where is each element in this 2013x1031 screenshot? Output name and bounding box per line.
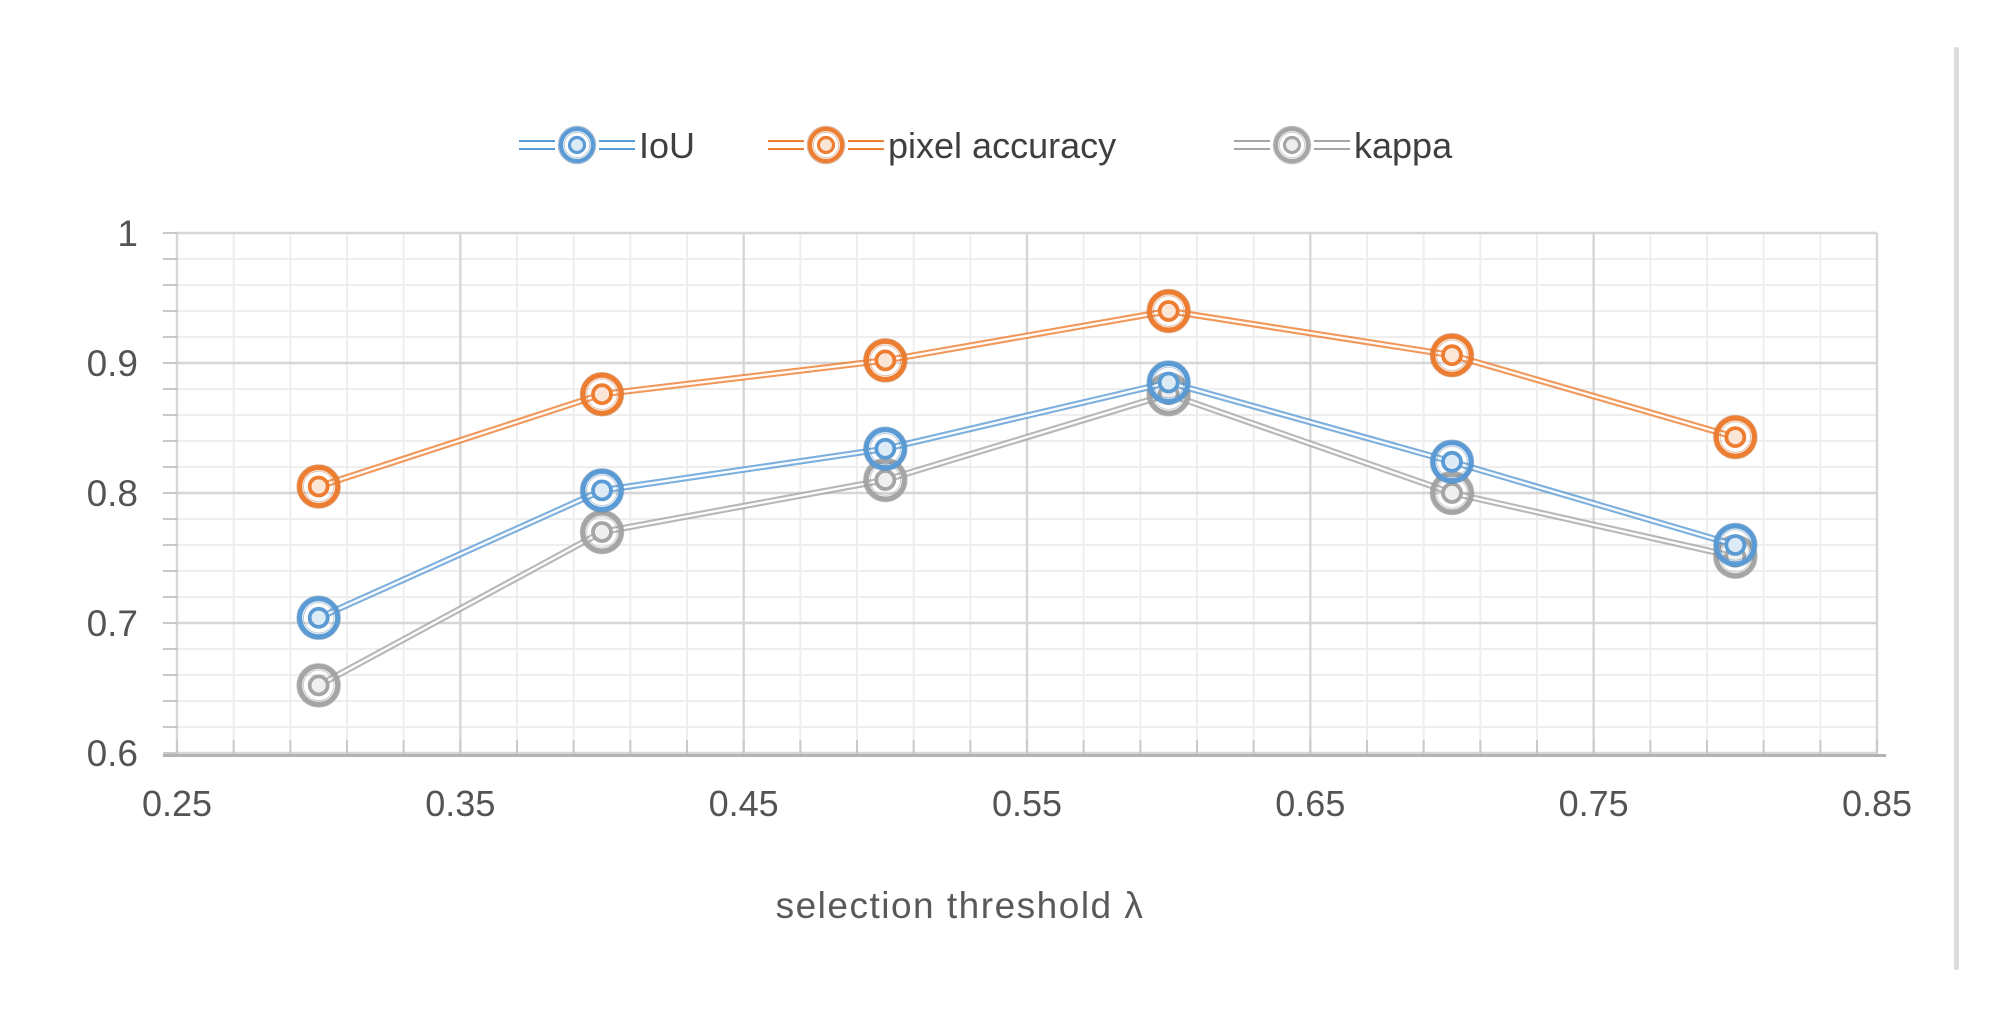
- x-tick-label: 0.55: [992, 783, 1062, 824]
- data-point-iou-0-inner-rim: [302, 601, 335, 634]
- legend-marker-pixel-accuracy-outer-ring: [807, 126, 845, 164]
- data-point-pixel-accuracy-2-outer-ring: [863, 338, 907, 382]
- data-point-pixel-accuracy-3-rim: [1146, 288, 1191, 334]
- data-point-iou-3-inner-ring: [1157, 371, 1180, 394]
- data-point-pixel-accuracy-5-inner-rim: [1719, 421, 1752, 453]
- legend-label-iou: IoU: [639, 125, 695, 166]
- data-point-pixel-accuracy-4-outer-ring: [1430, 333, 1474, 377]
- data-point-iou-5-inner-rim: [1719, 529, 1752, 561]
- data-point-pixel-accuracy-3-inner-rim: [1152, 295, 1185, 327]
- data-point-iou-4-inner-rim: [1436, 445, 1468, 478]
- data-point-iou-5-outer-ring: [1713, 523, 1757, 567]
- data-point-pixel-accuracy-2-rim: [863, 338, 908, 383]
- legend-label-kappa: kappa: [1354, 125, 1453, 166]
- data-point-pixel-accuracy-4-inner-ring: [1441, 344, 1463, 367]
- legend-marker-pixel-accuracy-inner-rim: [812, 131, 840, 159]
- legend-marker-pixel-accuracy-rim: [806, 125, 846, 165]
- data-point-kappa-0-outer-ring: [297, 663, 341, 707]
- data-point-pixel-accuracy-1-inner-rim: [586, 378, 618, 411]
- data-point-pixel-accuracy-1-inner-ring: [591, 383, 613, 406]
- y-tick-label: 0.7: [87, 603, 138, 644]
- legend-marker-kappa-outer-ring: [1273, 126, 1311, 164]
- y-tick-label: 0.8: [87, 473, 138, 514]
- x-axis-title: selection threshold λ: [776, 885, 1145, 926]
- legend-marker-kappa-inner-rim: [1278, 131, 1306, 159]
- x-tick-label: 0.75: [1559, 783, 1629, 824]
- data-point-kappa-4-inner-rim: [1436, 477, 1468, 509]
- data-point-iou-1-rim: [579, 468, 625, 513]
- data-point-pixel-accuracy-0-inner-rim: [302, 470, 335, 503]
- data-point-kappa-2-inner-ring: [874, 469, 897, 491]
- data-point-pixel-accuracy-5-rim: [1713, 414, 1758, 460]
- x-tick-label: 0.65: [1275, 783, 1345, 824]
- data-point-pixel-accuracy-1-rim: [579, 371, 625, 417]
- x-tick-label: 0.35: [425, 783, 495, 824]
- data-point-kappa-2-outer-ring: [863, 458, 907, 502]
- data-point-iou-0-outer-ring: [297, 596, 341, 640]
- series-line-center-kappa: [317, 393, 1737, 687]
- x-tick-label: 0.45: [709, 783, 779, 824]
- x-tick-label: 0.25: [142, 783, 212, 824]
- data-point-iou-3-outer-ring: [1147, 361, 1191, 404]
- data-point-iou-2-rim: [863, 426, 908, 472]
- window-edge-divider: [1954, 47, 1959, 970]
- data-point-iou-0-rim: [296, 595, 341, 641]
- data-point-pixel-accuracy-5-outer-ring: [1713, 415, 1757, 459]
- data-point-iou-4-rim: [1429, 439, 1475, 485]
- data-point-kappa-0-rim: [296, 663, 341, 708]
- data-point-pixel-accuracy-2-inner-rim: [869, 344, 902, 377]
- data-point-pixel-accuracy-0-rim: [296, 464, 341, 509]
- data-point-kappa-0-inner-rim: [302, 669, 335, 702]
- y-tick-label: 0.6: [87, 733, 138, 774]
- data-point-iou-0-inner-ring: [307, 606, 330, 629]
- data-point-pixel-accuracy-2-inner-ring: [874, 349, 897, 372]
- legend-marker-iou-inner-rim: [563, 131, 591, 159]
- data-point-iou-4-inner-ring: [1441, 450, 1463, 473]
- data-point-pixel-accuracy-0-inner-ring: [307, 475, 330, 498]
- data-point-pixel-accuracy-3-outer-ring: [1147, 289, 1191, 333]
- x-tick-label: 0.85: [1842, 783, 1912, 824]
- data-point-kappa-1-outer-ring: [580, 510, 624, 554]
- data-point-iou-5-rim: [1713, 522, 1758, 568]
- y-tick-label: 1: [117, 213, 138, 254]
- data-point-iou-2-outer-ring: [863, 427, 907, 471]
- data-point-iou-5-inner-ring: [1724, 534, 1747, 556]
- data-point-iou-1-outer-ring: [580, 468, 624, 512]
- data-point-pixel-accuracy-1-outer-ring: [580, 372, 624, 416]
- legend-marker-kappa-rim: [1272, 125, 1312, 165]
- legend-marker-kappa-inner-ring: [1282, 135, 1302, 155]
- data-point-kappa-1-inner-ring: [591, 521, 613, 543]
- data-point-kappa-0-inner-ring: [307, 674, 330, 697]
- legend-marker-pixel-accuracy-inner-ring: [816, 135, 836, 155]
- data-point-pixel-accuracy-4-inner-rim: [1436, 339, 1468, 372]
- series-line-center-iou: [317, 381, 1737, 619]
- data-point-kappa-1-inner-rim: [586, 516, 618, 548]
- y-tick-label: 0.9: [87, 343, 138, 384]
- legend-marker-iou-inner-ring: [567, 135, 587, 155]
- data-point-iou-3-inner-rim: [1152, 366, 1185, 399]
- data-point-iou-1-inner-ring: [591, 479, 613, 502]
- data-point-pixel-accuracy-4-rim: [1429, 332, 1475, 378]
- series-line-center-pixel-accuracy: [317, 309, 1737, 488]
- data-point-iou-3-rim: [1146, 360, 1191, 405]
- data-point-pixel-accuracy-5-inner-ring: [1724, 426, 1747, 449]
- legend-label-pixel-accuracy: pixel accuracy: [888, 125, 1116, 166]
- data-point-pixel-accuracy-3-inner-ring: [1157, 300, 1180, 322]
- legend-marker-iou-outer-ring: [558, 126, 596, 164]
- data-point-iou-2-inner-ring: [874, 437, 897, 460]
- data-point-iou-2-inner-rim: [869, 432, 902, 465]
- data-point-iou-4-outer-ring: [1430, 440, 1474, 484]
- data-point-kappa-2-inner-rim: [869, 464, 902, 496]
- data-point-pixel-accuracy-0-outer-ring: [297, 465, 341, 508]
- data-point-kappa-4-inner-ring: [1441, 482, 1463, 504]
- data-point-kappa-4-outer-ring: [1430, 471, 1474, 515]
- legend-marker-iou-rim: [557, 125, 597, 165]
- data-point-iou-1-inner-rim: [586, 474, 618, 507]
